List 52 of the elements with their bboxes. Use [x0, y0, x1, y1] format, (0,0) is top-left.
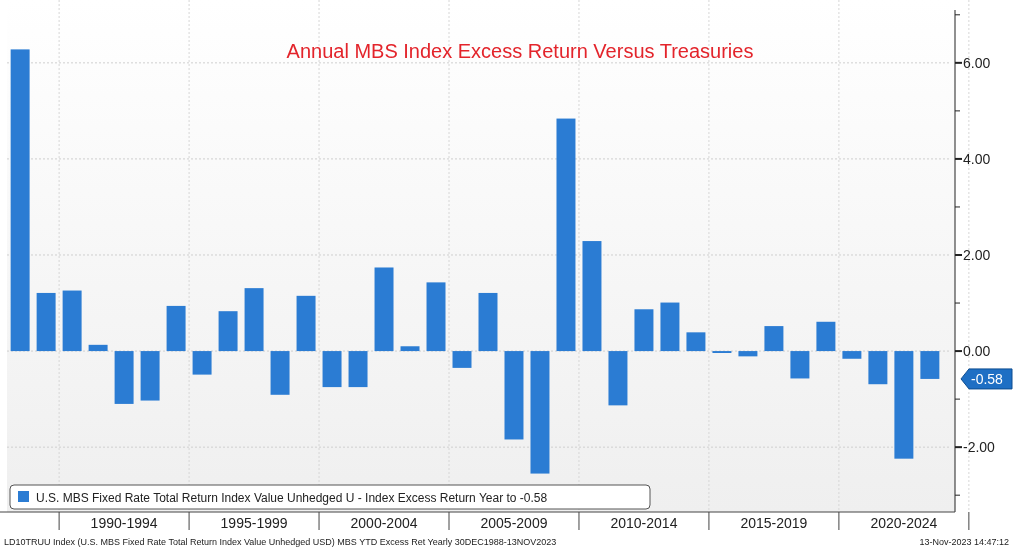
bar [400, 346, 420, 352]
bar [478, 292, 498, 352]
bar [764, 326, 784, 352]
bar [556, 118, 576, 352]
text: LD10TRUU Index (U.S. MBS Fixed Rate Total Return Index Value Unhedged USD) MBS YTD Excess Ret Yearly 30DEC1988-13NOV2023 [4, 537, 557, 547]
x-tick-label: 2005-2009 [480, 515, 548, 531]
y-tick-label: 4.00 [963, 150, 991, 167]
bar [62, 290, 82, 352]
bar [504, 351, 524, 440]
bar [686, 332, 706, 352]
bar [920, 351, 940, 379]
bar [660, 302, 680, 352]
y-tick-label: -2.00 [963, 439, 996, 456]
bar [166, 305, 186, 352]
bar [608, 351, 628, 406]
bar [894, 351, 914, 459]
bar [426, 282, 446, 352]
x-tick-label: 1995-1999 [220, 515, 288, 531]
x-tick-label: 2000-2004 [350, 515, 418, 531]
y-tick-label: 0.00 [963, 343, 991, 360]
bar [868, 351, 888, 385]
text: 13-Nov-2023 14:47:12 [919, 537, 1009, 547]
x-tick-label: 2010-2014 [610, 515, 678, 531]
bar [816, 321, 836, 352]
bar [634, 309, 654, 352]
bar [582, 241, 602, 352]
bar [140, 351, 160, 401]
legend-label: U.S. MBS Fixed Rate Total Return Index Value Unhedged U - Index Excess Return Year to -0.58 [36, 491, 548, 505]
x-tick-label: 1990-1994 [90, 515, 158, 531]
bar [244, 288, 264, 352]
bar [452, 351, 472, 368]
bar [374, 267, 394, 352]
bar [790, 351, 810, 379]
bar [218, 311, 238, 352]
bar [192, 351, 212, 375]
text: Annual MBS Index Excess Return Versus Treasuries [286, 40, 754, 62]
x-tick-label: 2015-2019 [740, 515, 808, 531]
bar [88, 344, 108, 352]
bar [738, 351, 758, 357]
bar [36, 292, 56, 352]
y-tick-label: 6.00 [963, 54, 991, 71]
bar [296, 295, 316, 352]
x-tick-label: 2020-2024 [870, 515, 938, 531]
bar [270, 351, 290, 395]
bar [322, 351, 342, 388]
bar [842, 351, 862, 359]
bar [114, 351, 134, 404]
bar [348, 351, 368, 388]
bar [530, 351, 550, 474]
y-tick-label: 2.00 [963, 247, 991, 263]
bar [10, 49, 30, 352]
text: -0.58 [971, 370, 1003, 387]
